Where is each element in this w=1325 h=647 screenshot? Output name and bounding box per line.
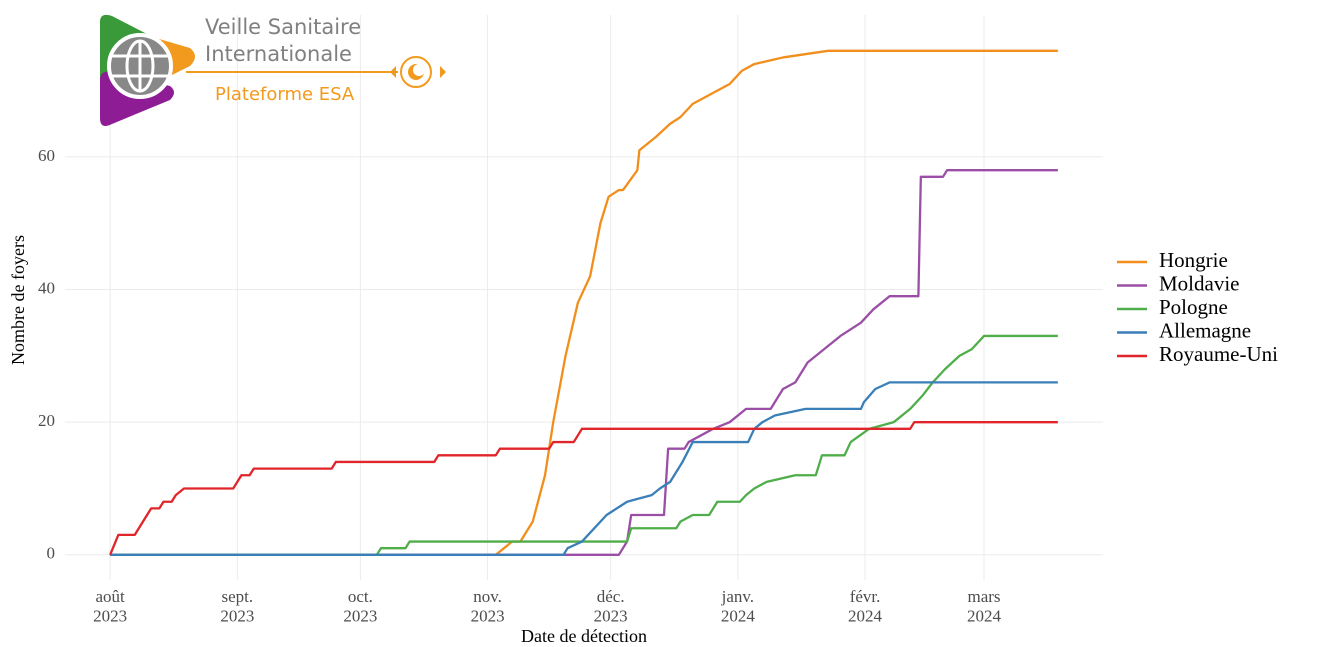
plot: 0 20 40 60 août 2023 sept. 2023 oct. 2023 nov. 2023… [38, 15, 1278, 625]
x-tick-label: août 2023 [93, 587, 127, 626]
logo-arrow [440, 66, 446, 78]
x-tick-label: janv. 2024 [721, 587, 756, 626]
series-line [109, 421, 1058, 556]
y-tick-label: 60 [38, 146, 55, 165]
legend-label: Hongrie [1159, 248, 1228, 272]
x-tick-label: déc. 2023 [594, 587, 628, 626]
x-tick-label: mars 2024 [967, 587, 1002, 626]
x-tick-label: oct. 2023 [343, 587, 377, 626]
logo-ring [413, 64, 425, 76]
logo-arrow [390, 66, 396, 78]
legend-label: Allemagne [1159, 318, 1251, 342]
series-line [110, 381, 1058, 556]
logo-subtitle: Plateforme ESA [215, 84, 355, 105]
y-tick-label: 20 [38, 411, 55, 430]
x-tick-label: nov. 2023 [471, 587, 505, 626]
logo: Veille Sanitaire Internationale Platefor… [100, 14, 446, 126]
series-line [110, 169, 1058, 556]
series-line [110, 334, 1058, 556]
legend-label: Royaume-Uni [1159, 342, 1278, 366]
series-line [110, 49, 1058, 556]
logo-title: Veille Sanitaire [205, 15, 361, 39]
x-tick-label: févr. 2024 [848, 587, 883, 626]
legend-label: Moldavie [1159, 271, 1239, 295]
logo-title: Internationale [205, 42, 352, 66]
logo-ring [400, 56, 432, 88]
legend-label: Pologne [1159, 295, 1228, 319]
x-tick-label: sept. 2023 [220, 587, 254, 626]
y-axis-title: Nombre de foyers [8, 235, 28, 365]
y-tick-label: 40 [38, 278, 55, 297]
x-axis-title: Date de détection [521, 626, 647, 646]
y-tick-label: 0 [47, 544, 56, 563]
